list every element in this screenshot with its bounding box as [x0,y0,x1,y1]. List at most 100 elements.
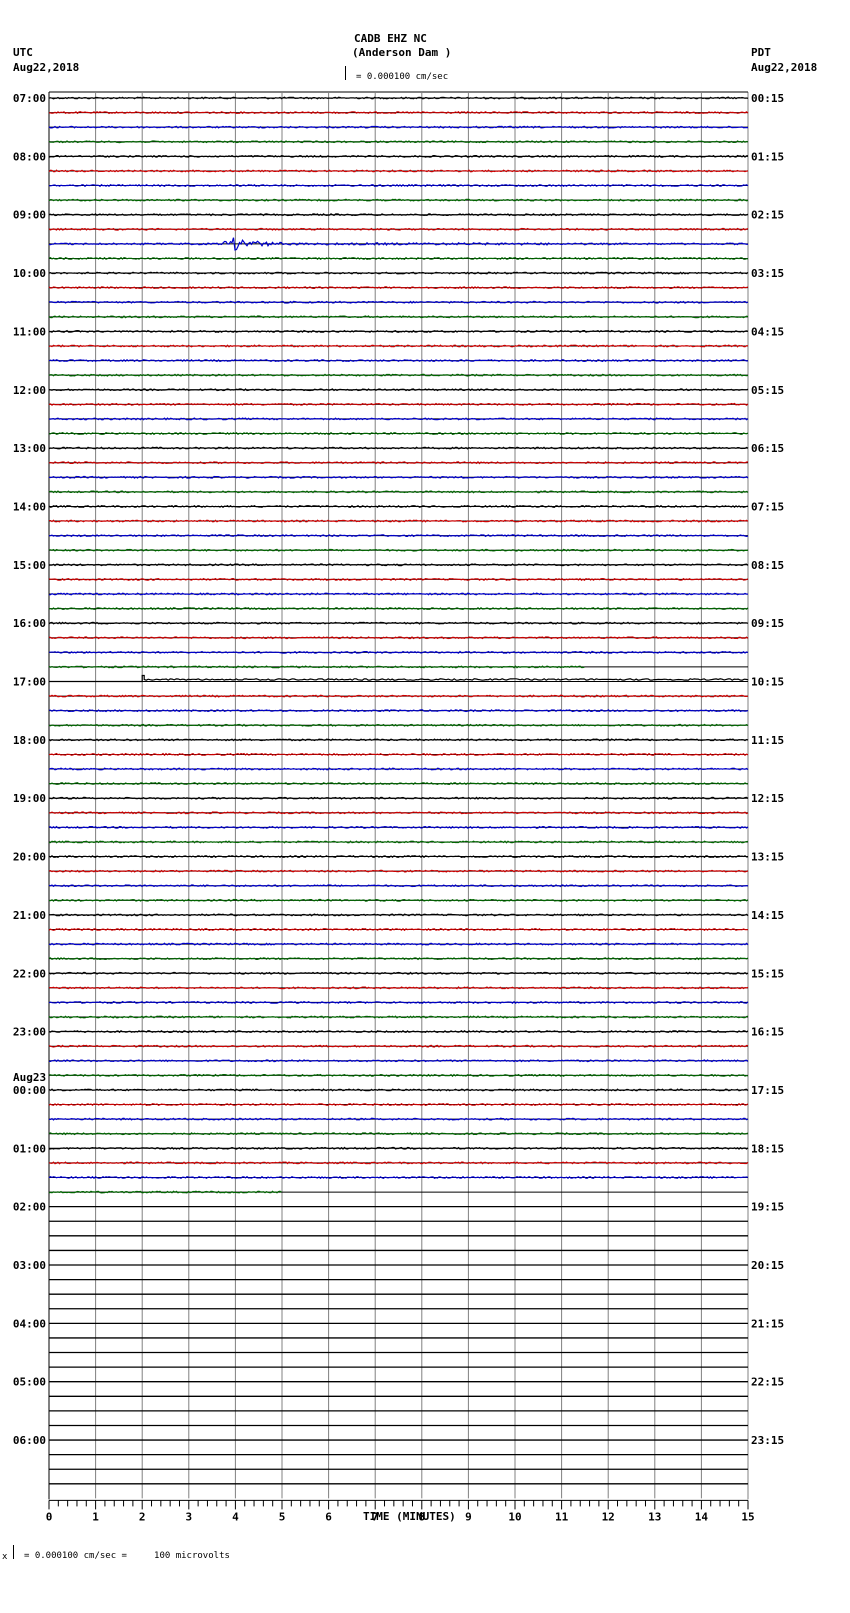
station-title: CADB EHZ NC [354,32,427,45]
utc-hour-label: 09:00 [13,209,46,222]
x-tick-label: 7 [372,1510,379,1523]
pdt-hour-label: 00:15 [751,92,784,105]
trace [48,169,749,173]
pdt-hour-label: 10:15 [751,676,784,689]
trace [49,548,749,552]
trace [48,767,749,771]
trace [48,942,749,946]
utc-hour-label: 17:00 [13,676,46,689]
trace [48,1044,749,1048]
footer-scale-bar-icon [13,1545,17,1559]
trace [48,431,749,436]
x-tick-label: 9 [465,1510,472,1523]
x-tick-label: 13 [648,1510,661,1523]
trace [49,110,749,115]
trace [48,650,749,654]
utc-hour-label: 13:00 [13,442,46,455]
trace [48,1146,749,1150]
trace [48,869,749,873]
utc-hour-label: 10:00 [13,267,46,280]
pdt-hour-label: 04:15 [751,325,784,338]
trace [49,417,749,421]
x-tick-label: 14 [695,1510,709,1523]
trace [48,256,749,261]
utc-hour-label: 22:00 [13,967,46,980]
trace [48,752,749,757]
utc-hour-label: 02:00 [13,1201,46,1214]
trace [48,446,749,450]
utc-hour-label: 23:00 [13,1026,46,1039]
x-tick-label: 15 [741,1510,754,1523]
utc-hour-label: 08:00 [13,150,46,163]
trace [48,577,749,581]
trace [48,125,748,129]
utc-hour-label: 06:00 [13,1434,46,1447]
utc-hour-label: 07:00 [13,92,46,105]
pdt-hour-label: 17:15 [751,1084,784,1097]
trace [48,665,585,669]
pdt-hour-label: 15:15 [751,967,784,980]
utc-hour-label: 04:00 [13,1317,46,1330]
trace [49,1059,749,1063]
trace [48,402,749,406]
x-tick-label: 12 [602,1510,615,1523]
trace [48,504,749,509]
trace [49,1117,749,1121]
trace [48,1088,749,1092]
trace [48,315,749,319]
pdt-hour-label: 01:15 [751,150,784,163]
trace [48,957,749,961]
trace [49,519,749,523]
trace [48,971,749,975]
utc-hour-label: 16:00 [13,617,46,630]
trace [48,1030,749,1034]
trace [48,388,749,392]
trace [48,373,749,377]
trace [48,1015,749,1019]
utc-hour-label: 03:00 [13,1259,46,1272]
trace [48,227,749,231]
x-tick-label: 3 [185,1510,192,1523]
trace [49,709,749,713]
x-tick-label: 11 [555,1510,569,1523]
pdt-hour-label: 03:15 [751,267,784,280]
utc-date: Aug22,2018 [13,61,80,74]
trace [48,213,749,217]
trace [48,1175,749,1180]
pdt-hour-label: 06:15 [751,442,784,455]
utc-hour-label: 18:00 [13,734,46,747]
trace [48,1000,749,1005]
footer-marker: x [2,1552,8,1562]
utc-hour-label: 05:00 [13,1376,46,1389]
pdt-hour-label: 11:15 [751,734,784,747]
utc-hour-label: 14:00 [13,500,46,513]
pdt-date: Aug22,2018 [751,61,818,74]
trace [48,694,749,698]
trace [48,796,749,800]
utc-hour-label: 12:00 [13,384,46,397]
pdt-hour-label: 07:15 [751,500,784,513]
trace [48,854,748,859]
trace [48,271,749,275]
trace [48,475,749,479]
trace [48,461,749,465]
utc-hour-label: 11:00 [13,325,46,338]
scale-label: = 0.000100 cm/sec [356,72,449,82]
trace [48,606,749,611]
trace [48,183,749,188]
trace [49,329,749,333]
trace [48,154,749,158]
trace [48,782,749,786]
trace [48,286,749,290]
trace [49,825,749,830]
trace [48,96,749,100]
trace [48,840,749,844]
trace [49,300,749,304]
x-tick-label: 1 [92,1510,99,1523]
pdt-hour-label: 16:15 [751,1026,784,1039]
trace [48,1161,749,1165]
trace [48,986,749,990]
trace [48,927,749,932]
station-location: (Anderson Dam ) [352,46,452,59]
